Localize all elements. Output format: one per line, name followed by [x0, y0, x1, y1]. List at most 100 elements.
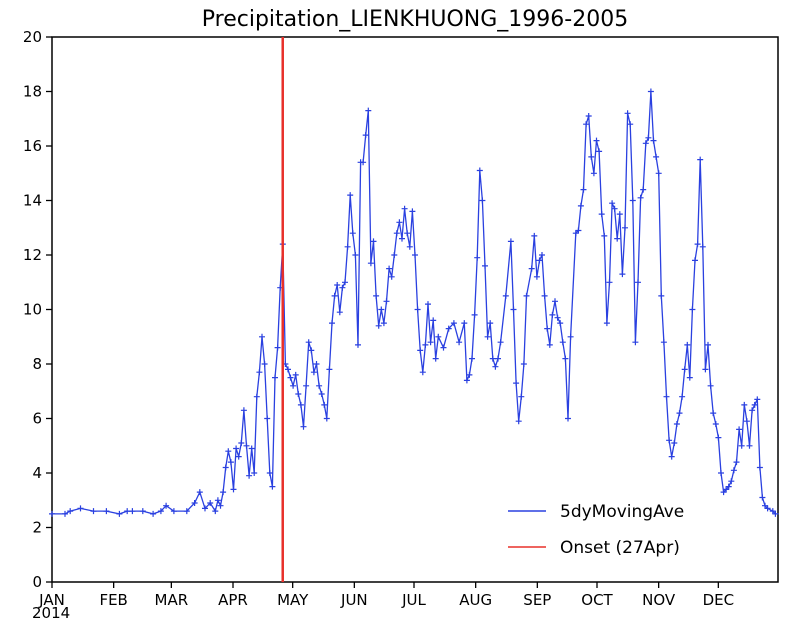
data-point-103: [430, 317, 437, 324]
data-point-116: [476, 167, 483, 174]
data-point-196: [694, 241, 701, 248]
data-point-181: [655, 170, 662, 177]
data-point-11: [157, 508, 164, 515]
data-point-43: [274, 344, 281, 351]
data-point-48: [287, 374, 294, 381]
data-point-82: [375, 322, 382, 329]
data-point-201: [707, 382, 714, 389]
data-point-130: [518, 393, 525, 400]
data-point-5: [103, 508, 110, 515]
data-point-93: [404, 230, 411, 237]
data-point-134: [531, 232, 538, 239]
data-point-147: [565, 415, 571, 422]
data-point-62: [323, 415, 330, 422]
data-point-74: [355, 341, 361, 348]
data-point-172: [632, 339, 639, 346]
x-axis: JAN FEB MAR APR MAY JUN JUL AUG SEP OCT NOV DEC: [38, 582, 734, 609]
data-point-30: [240, 407, 247, 414]
x-tick-label-10: NOV: [642, 591, 676, 609]
data-point-117: [479, 197, 486, 204]
data-point-224: [769, 508, 776, 515]
y-tick-label-9: 18: [23, 83, 42, 101]
data-point-35: [253, 393, 260, 400]
data-point-211: [733, 459, 740, 466]
data-point-3: [77, 505, 84, 512]
data-point-97: [414, 306, 421, 313]
data-point-220: [756, 464, 763, 471]
data-point-64: [329, 320, 335, 327]
data-point-38: [261, 361, 268, 367]
data-point-10: [150, 510, 157, 517]
data-point-145: [559, 339, 566, 346]
data-point-107: [445, 325, 452, 332]
y-tick-label-4: 8: [32, 355, 42, 373]
data-point-214: [741, 401, 748, 408]
data-point-179: [650, 137, 657, 144]
data-point-65: [331, 292, 338, 299]
data-point-85: [383, 298, 390, 305]
data-point-109: [456, 339, 463, 346]
data-point-86: [386, 265, 393, 272]
data-point-1: [62, 510, 68, 517]
data-point-26: [230, 486, 237, 493]
data-point-138: [541, 292, 548, 299]
data-point-215: [743, 418, 750, 425]
data-point-114: [471, 311, 478, 318]
data-point-101: [425, 301, 431, 308]
data-point-56: [308, 347, 315, 354]
data-point-20: [214, 497, 221, 504]
data-point-15: [191, 500, 198, 506]
data-point-121: [489, 355, 496, 362]
data-point-221: [759, 494, 766, 501]
data-point-32: [246, 472, 253, 479]
data-point-165: [614, 235, 621, 242]
data-point-73: [352, 252, 359, 258]
data-point-189: [676, 410, 683, 417]
data-point-54: [303, 382, 310, 389]
data-point-83: [378, 306, 385, 313]
data-point-154: [585, 113, 592, 119]
data-point-113: [469, 355, 475, 362]
x-tick-label-3: APR: [218, 591, 248, 609]
data-point-71: [347, 192, 354, 199]
data-point-100: [422, 341, 429, 348]
data-point-204: [715, 434, 722, 441]
data-point-225: [772, 510, 779, 517]
data-point-108: [450, 320, 457, 327]
data-point-202: [710, 410, 717, 417]
data-point-187: [671, 440, 678, 446]
data-point-171: [629, 197, 636, 204]
series-layer: [49, 88, 779, 517]
data-point-58: [313, 361, 320, 367]
data-point-141: [549, 311, 556, 318]
data-point-63: [326, 366, 333, 373]
legend: 5dyMovingAve Onset (27Apr): [508, 502, 684, 558]
data-point-160: [601, 232, 608, 239]
data-point-128: [513, 380, 520, 387]
data-point-191: [681, 366, 688, 373]
legend-label-onset: Onset (27Apr): [560, 538, 680, 558]
data-point-22: [220, 489, 227, 496]
data-point-84: [380, 320, 387, 327]
data-point-78: [365, 107, 372, 114]
data-point-52: [297, 401, 304, 408]
y-tick-label-0: 0: [32, 573, 42, 591]
data-point-16: [196, 489, 203, 496]
data-point-155: [588, 153, 595, 160]
data-point-111: [463, 377, 470, 384]
data-point-106: [440, 344, 447, 351]
data-point-207: [723, 486, 730, 493]
data-point-105: [435, 333, 442, 340]
data-point-158: [596, 148, 603, 155]
data-point-12: [163, 502, 170, 509]
data-point-118: [482, 262, 488, 269]
data-point-194: [689, 306, 696, 313]
data-point-178: [647, 88, 654, 95]
y-tick-label-6: 12: [23, 246, 42, 264]
data-point-49: [290, 382, 297, 389]
data-point-57: [310, 369, 317, 376]
data-point-217: [749, 407, 756, 414]
data-point-76: [360, 159, 367, 166]
data-point-184: [663, 393, 670, 400]
data-point-9: [139, 508, 146, 515]
